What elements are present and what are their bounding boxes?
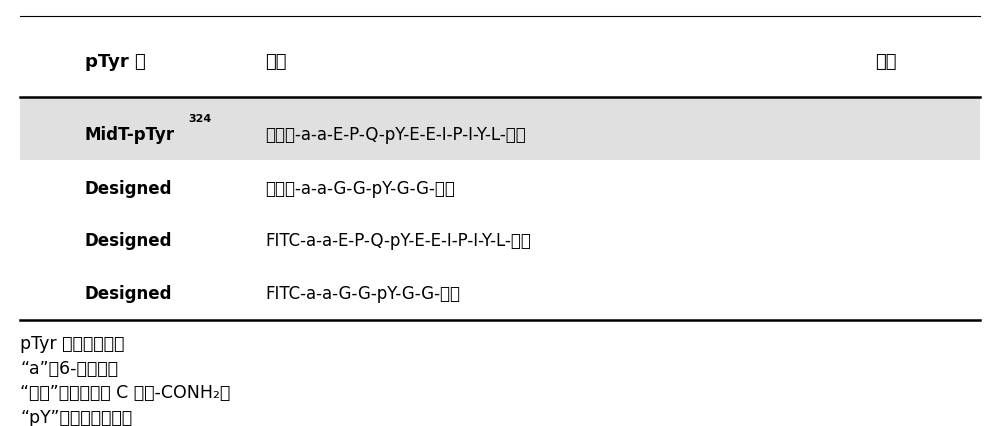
Text: 备注: 备注 (875, 53, 896, 71)
Text: pTyr 能序列的注：: pTyr 能序列的注： (20, 334, 124, 352)
Text: Designed: Designed (85, 179, 173, 197)
Text: “a”：6-氨基乙酸: “a”：6-氨基乙酸 (20, 359, 118, 377)
Text: Designed: Designed (85, 284, 173, 302)
Text: pTyr 能: pTyr 能 (85, 53, 146, 71)
Text: 324: 324 (188, 114, 212, 124)
Text: “酰胺”：酰胺化的 C 端（-CONH₂）: “酰胺”：酰胺化的 C 端（-CONH₂） (20, 383, 230, 401)
Text: Designed: Designed (85, 232, 173, 250)
Text: “pY”：磷酸化酰氨酸: “pY”：磷酸化酰氨酸 (20, 408, 132, 426)
Text: FITC-a-a-G-G-pY-G-G-酰胺: FITC-a-a-G-G-pY-G-G-酰胺 (265, 284, 460, 302)
Text: MidT-pTyr: MidT-pTyr (85, 126, 175, 144)
Text: FITC-a-a-E-P-Q-pY-E-E-I-P-I-Y-L-酰胺: FITC-a-a-E-P-Q-pY-E-E-I-P-I-Y-L-酰胺 (265, 232, 531, 250)
Text: 生物素-a-a-E-P-Q-pY-E-E-I-P-I-Y-L-酰胺: 生物素-a-a-E-P-Q-pY-E-E-I-P-I-Y-L-酰胺 (265, 126, 526, 144)
Text: 序列: 序列 (265, 53, 287, 71)
Text: 生物素-a-a-G-G-pY-G-G-酰胺: 生物素-a-a-G-G-pY-G-G-酰胺 (265, 179, 455, 197)
Bar (20, 98, 980, 161)
